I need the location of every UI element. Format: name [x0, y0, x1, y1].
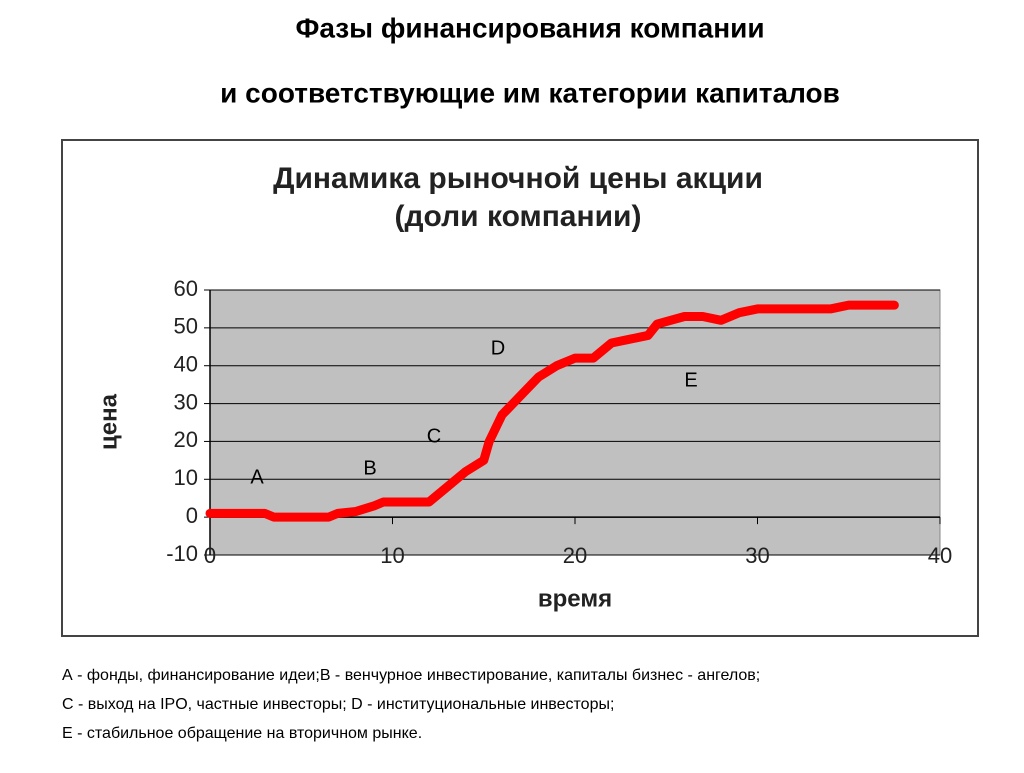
- phase-label: C: [427, 425, 441, 447]
- y-axis-label: цена: [95, 393, 122, 450]
- x-tick-label: 20: [563, 543, 587, 568]
- phase-label: E: [684, 369, 697, 391]
- page-title: Фазы финансирования компании: [295, 12, 764, 43]
- phase-label: D: [491, 337, 505, 359]
- phase-label: A: [250, 466, 264, 488]
- chart-title: Динамика рыночной цены акции: [273, 162, 763, 195]
- plot-area: [209, 289, 941, 556]
- note: С - выход на IPO, частные инвесторы; D -…: [62, 696, 614, 713]
- page-title: и соответствующие им категории капиталов: [220, 77, 840, 108]
- x-tick-label: 10: [380, 543, 404, 568]
- x-tick-label: 40: [928, 543, 952, 568]
- y-tick-label: 50: [174, 314, 198, 339]
- y-tick-label: 10: [174, 465, 198, 490]
- note: Е - стабильное обращение на вторичном ры…: [62, 725, 422, 742]
- x-tick-label: 0: [204, 543, 216, 568]
- y-tick-label: 30: [174, 389, 198, 414]
- x-axis-label: время: [538, 585, 612, 612]
- note: А - фонды, финансирование идеи;В - венчу…: [62, 667, 760, 684]
- y-tick-label: -10: [166, 541, 198, 566]
- data-line: [205, 300, 899, 522]
- y-tick-label: 60: [174, 276, 198, 301]
- y-tick-label: 0: [186, 503, 198, 528]
- y-tick-label: 40: [174, 352, 198, 377]
- chart-title: (доли компании): [395, 200, 642, 233]
- phase-label: B: [363, 457, 376, 479]
- y-tick-label: 20: [174, 427, 198, 452]
- x-tick-label: 30: [745, 543, 769, 568]
